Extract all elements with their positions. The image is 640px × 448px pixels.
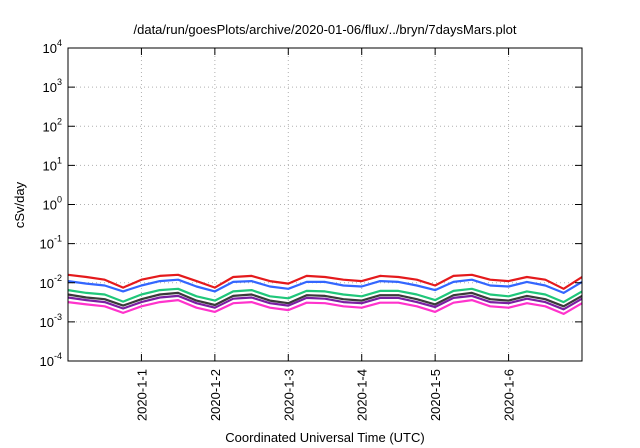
y-axis: 10-4 10-3 10-2 10-1 100 101 102 103 104 <box>40 38 582 369</box>
x-axis: 2020-1-1 2020-1-2 2020-1-3 2020-1-4 2020-1-5… <box>134 48 517 421</box>
series-line-2 <box>67 278 583 294</box>
plot-area: 10-4 10-3 10-2 10-1 100 101 102 103 104 2020-1-1… <box>40 38 583 421</box>
y-tick-label: 103 <box>43 77 62 95</box>
series-line-1 <box>67 273 583 290</box>
series-group <box>67 273 583 315</box>
y-tick-label: 10-3 <box>40 312 62 330</box>
series-line-6 <box>67 299 583 315</box>
x-tick-label: 2020-1-3 <box>281 369 296 421</box>
grid <box>68 48 582 361</box>
chart-title: /data/run/goesPlots/archive/2020-01-06/f… <box>134 22 517 37</box>
y-tick-label: 101 <box>43 155 62 173</box>
series-line-4 <box>67 291 583 308</box>
y-tick-label: 10-1 <box>40 234 62 252</box>
x-axis-label: Coordinated Universal Time (UTC) <box>225 430 424 445</box>
y-tick-label: 10-2 <box>40 273 62 291</box>
y-tick-label: 10-4 <box>40 351 62 369</box>
y-axis-label: cSv/day <box>12 181 27 228</box>
y-tick-label: 100 <box>43 195 62 213</box>
y-tick-label: 104 <box>43 38 62 56</box>
x-tick-label: 2020-1-6 <box>502 369 517 421</box>
x-tick-label: 2020-1-5 <box>428 369 443 421</box>
series-line-5 <box>67 294 583 311</box>
y-tick-label: 102 <box>43 116 62 134</box>
series-line-3 <box>67 287 583 304</box>
x-tick-label: 2020-1-2 <box>208 369 223 421</box>
x-tick-label: 2020-1-1 <box>134 369 149 421</box>
x-tick-label: 2020-1-4 <box>355 369 370 421</box>
